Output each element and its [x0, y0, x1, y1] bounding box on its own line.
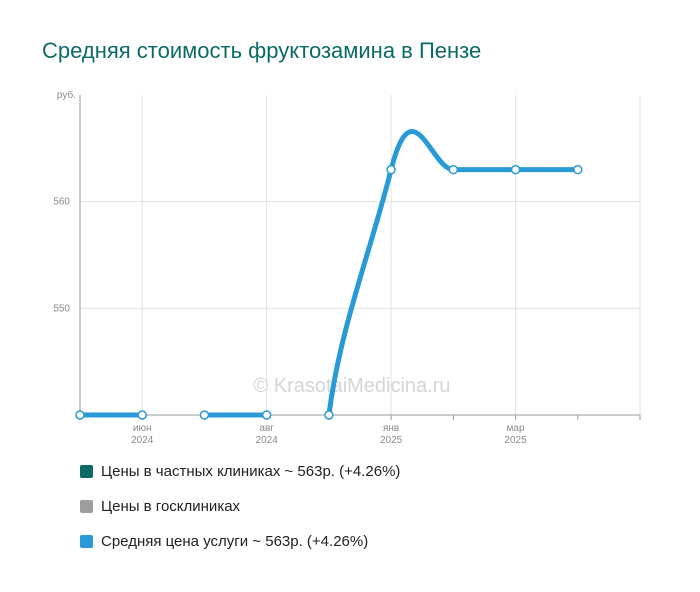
data-point — [448, 164, 459, 175]
y-tick-label: 560 — [53, 197, 70, 208]
x-tick-label-year: 2024 — [256, 435, 279, 446]
legend-label: Средняя цена услуги ~ 563р. (+4.26%) — [101, 532, 369, 550]
x-tick-label-year: 2025 — [380, 435, 403, 446]
y-unit-label: руб. — [57, 89, 76, 101]
points-layer — [75, 164, 583, 420]
data-point — [324, 410, 334, 420]
legend-swatch — [80, 499, 93, 513]
watermark-text: © KrasotaiMedicina.ru — [253, 375, 450, 397]
legend-swatch — [80, 464, 93, 478]
x-tick-label-month: авг — [259, 423, 274, 434]
legend-swatch — [80, 534, 93, 548]
chart-title: Средняя стоимость фруктозамина в Пензе — [42, 38, 482, 63]
data-point — [573, 164, 583, 175]
data-point — [510, 164, 521, 175]
data-point — [261, 410, 272, 420]
legend-item[interactable]: Цены в частных клиниках ~ 563р. (+4.26%) — [80, 462, 400, 480]
data-point — [75, 410, 85, 420]
x-tick-label-month: мар — [507, 423, 525, 434]
x-tick-label-month: июн — [133, 423, 152, 434]
legend-label: Цены в госклиниках — [101, 497, 241, 515]
data-point — [199, 410, 210, 420]
data-point — [137, 410, 147, 420]
x-tick-label-year: 2025 — [504, 435, 527, 446]
series-layer — [77, 129, 581, 418]
data-point — [386, 164, 396, 175]
legend: Цены в частных клиниках ~ 563р. (+4.26%)… — [80, 462, 400, 567]
y-tick-label: 550 — [53, 303, 70, 314]
legend-item[interactable]: Средняя цена услуги ~ 563р. (+4.26%) — [80, 532, 400, 550]
x-tick-label-month: янв — [383, 423, 399, 434]
grid — [80, 95, 641, 415]
legend-label: Цены в частных клиниках ~ 563р. (+4.26%) — [101, 462, 401, 480]
legend-item[interactable]: Цены в госклиниках — [80, 497, 400, 515]
x-tick-label-year: 2024 — [131, 435, 154, 446]
